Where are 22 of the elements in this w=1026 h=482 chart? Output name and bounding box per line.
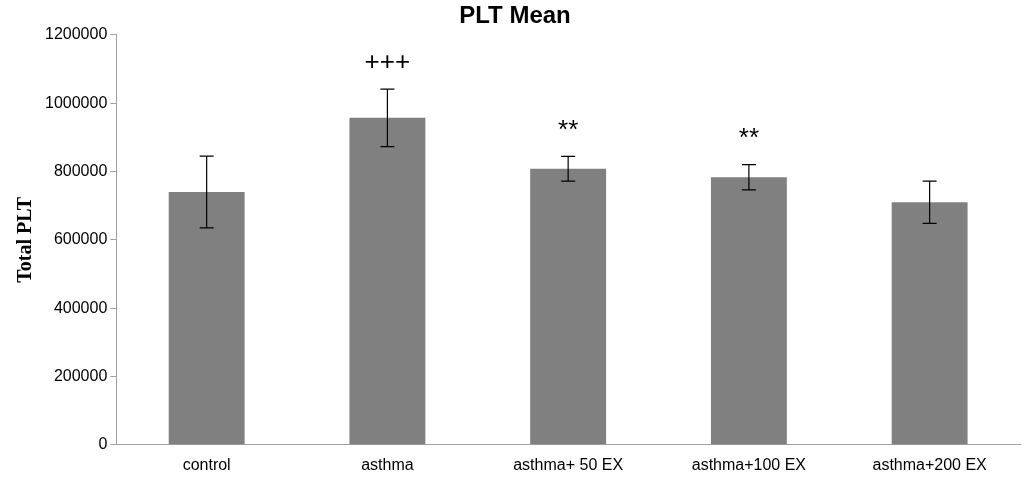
bar [530, 168, 607, 445]
bar [349, 117, 426, 445]
bar [710, 177, 787, 445]
bar [168, 191, 245, 445]
x-tick-label: asthma [361, 455, 414, 473]
y-tick-label: 1200000 [44, 25, 108, 43]
y-tick-label: 200000 [53, 366, 108, 384]
y-tick-label: 1000000 [44, 93, 108, 111]
y-axis-title: Total PLT [13, 196, 36, 283]
x-tick-label: asthma+200 EX [872, 455, 988, 473]
chart-title: PLT Mean [459, 1, 571, 29]
y-tick-label: 400000 [53, 298, 108, 316]
annotation: ** [738, 121, 760, 152]
bar [891, 202, 968, 445]
y-tick-label: 600000 [53, 230, 108, 248]
y-tick-label: 0 [98, 435, 108, 453]
x-tick-label: control [182, 455, 231, 473]
annotation: ** [558, 113, 579, 144]
x-tick-label: asthma+100 EX [691, 455, 807, 473]
x-tick-label: asthma+ 50 EX [513, 455, 624, 473]
annotation: +++ [364, 46, 411, 77]
y-tick-label: 800000 [53, 161, 108, 179]
